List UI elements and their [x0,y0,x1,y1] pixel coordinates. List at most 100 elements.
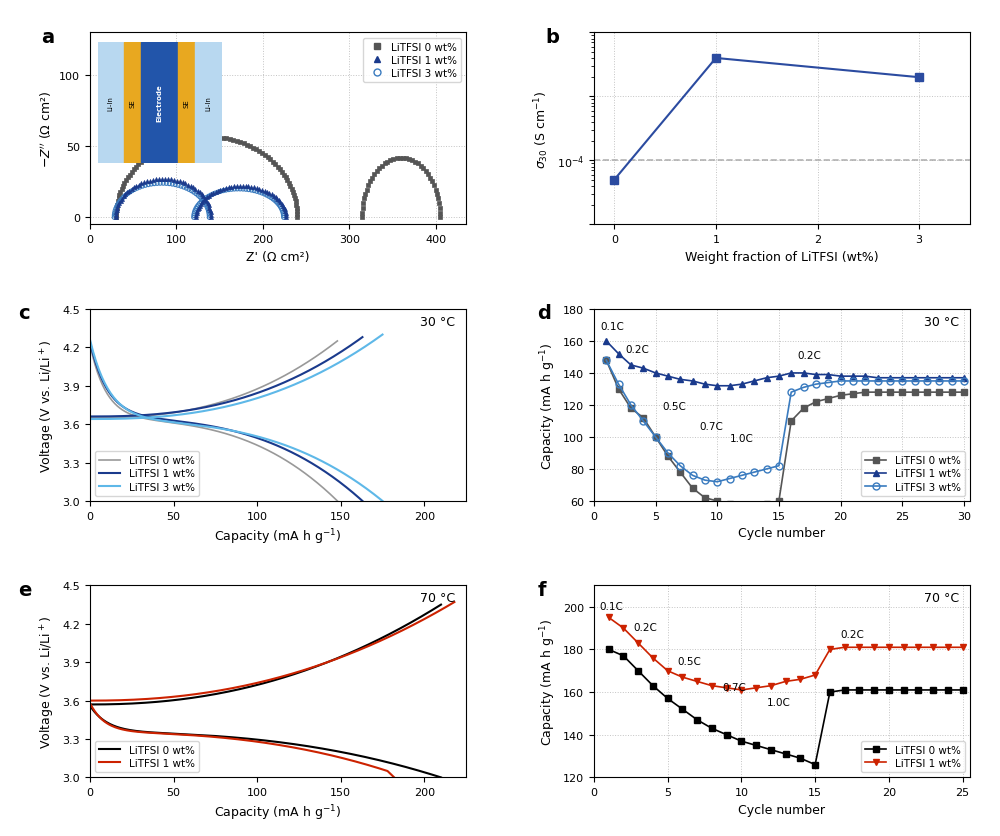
Point [251,183,267,196]
Point [122,186,138,200]
Point [187,183,203,196]
LiTFSI 0 wt% [868,686,880,696]
LiTFSI 0 wt% [933,388,945,398]
Point [107,207,123,221]
Point [124,166,140,179]
Point [235,183,251,196]
Point [186,210,202,223]
Point [177,177,193,191]
Point [111,189,127,202]
Point [218,182,234,196]
X-axis label: Cycle number: Cycle number [738,803,825,816]
X-axis label: Capacity (mA h g$^{-1}$): Capacity (mA h g$^{-1}$) [214,527,342,546]
Point [354,206,370,220]
Point [194,188,210,201]
Point [197,192,213,206]
LiTFSI 1 wt% [676,672,688,682]
Point [121,185,137,198]
LiTFSI 3 wt% [859,376,871,386]
Point [282,180,298,193]
Point [195,195,211,208]
Point [187,204,203,217]
Point [289,212,305,225]
Point [203,188,219,201]
Point [149,177,165,191]
Point [109,201,125,215]
Point [276,210,292,223]
LiTFSI 0 wt% [706,723,718,733]
Point [407,155,423,169]
LiTFSI 0 wt% [847,390,859,400]
LiTFSI 1 wt% [921,374,933,384]
Point [288,199,304,212]
Point [139,176,155,189]
Y-axis label: Capacity (mA h g$^{-1}$): Capacity (mA h g$^{-1}$) [538,618,558,745]
LiTFSI 1 wt% [632,638,644,648]
Point [422,172,438,186]
LiTFSI 0 wt% [912,686,924,696]
Point [166,174,182,187]
LiTFSI 0 wt% [958,388,970,398]
Point [126,181,142,195]
LiTFSI 1 wt% [898,643,910,653]
Point [201,207,217,221]
LiTFSI 0 wt% [853,686,865,696]
LiTFSI 0 wt% [761,500,773,510]
LiTFSI 3 wt% [650,432,662,442]
LiTFSI 0 wt% [896,388,908,398]
LiTFSI 1 wt% [761,374,773,384]
Point [111,197,127,211]
Point [432,206,448,220]
LiTFSI 3 wt% [724,474,736,484]
Point [238,181,254,194]
Point [191,201,207,215]
Point [190,199,206,212]
Point [286,189,302,202]
LiTFSI 1 wt% [835,372,847,382]
LiTFSI 0 wt% [647,681,659,691]
Point [285,186,301,200]
Point [259,189,275,202]
Point [197,196,213,210]
Point [137,180,153,193]
Point [145,174,161,187]
Point [189,201,205,214]
LiTFSI 0 wt% [773,497,785,507]
Point [385,153,401,166]
Point [135,181,151,194]
LiTFSI 0 wt% [662,694,674,704]
Point [194,193,210,206]
Point [275,200,291,213]
Point [270,161,286,174]
Point [152,142,168,155]
Point [203,206,219,220]
Point [229,135,245,149]
LiTFSI 1 wt% [794,675,806,685]
Point [110,199,126,212]
Text: f: f [538,580,546,599]
LiTFSI 0 wt% [957,686,969,696]
LiTFSI 0 wt% [632,666,644,676]
LiTFSI 0 wt% [724,500,736,510]
Point [203,189,219,202]
Point [111,192,127,206]
Point [108,212,124,225]
Point [226,181,242,194]
Point [374,160,390,173]
Point [249,186,265,199]
Point [173,181,189,194]
Point [203,209,219,222]
Legend: LiTFSI 0 wt%, LiTFSI 1 wt%: LiTFSI 0 wt%, LiTFSI 1 wt% [861,741,965,772]
LiTFSI 3 wt% [600,355,612,365]
Point [193,130,209,144]
Point [275,208,291,222]
LiTFSI 3 wt% [872,376,884,386]
X-axis label: Z' (Ω cm²): Z' (Ω cm²) [246,251,310,263]
Point [162,137,178,150]
LiTFSI 1 wt% [927,643,939,653]
Point [196,193,212,206]
Point [289,208,305,222]
Point [116,191,132,204]
LiTFSI 0 wt% [699,493,711,503]
Text: 70 °C: 70 °C [420,592,455,604]
